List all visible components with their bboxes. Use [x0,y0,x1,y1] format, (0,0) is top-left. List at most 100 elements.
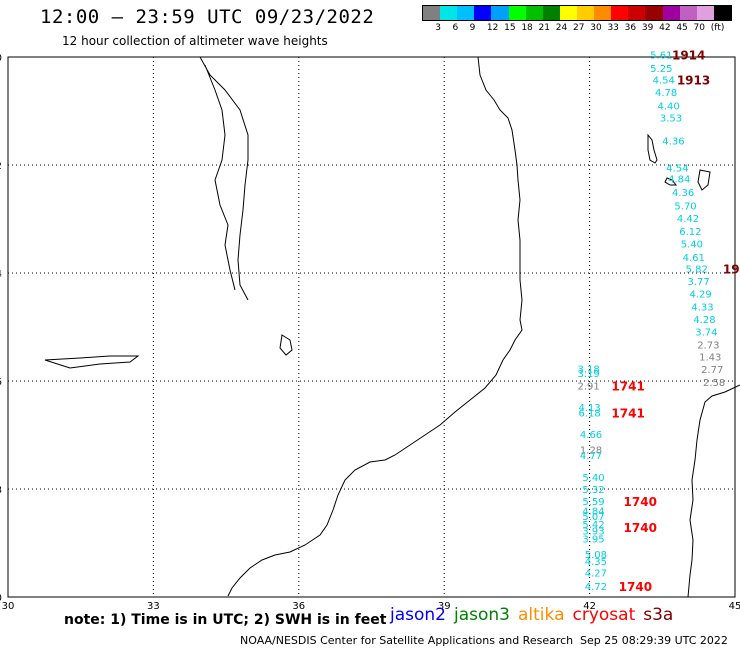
legend-swatch [542,6,560,20]
wave-height-value: 4.77 [580,451,602,462]
longitude-label: 36 [292,601,305,612]
legend-tick-label: 3 [435,23,441,33]
wave-height-value: 4.42 [677,214,699,225]
wave-height-value: 4.33 [691,302,713,313]
legend-color-bar [422,5,732,21]
latitude-label: -18 [0,485,2,496]
lake-chilwa-shore [279,334,293,356]
comoros-island [647,133,658,164]
wave-height-value: 3.77 [688,277,710,288]
wave-height-value: 2.58 [703,378,725,389]
legend-swatch [628,6,646,20]
wave-height-value: 3.95 [582,535,604,546]
legend-swatch [645,6,663,20]
wave-height-value: 2.73 [697,340,719,351]
satellite-label: altika [518,605,565,625]
pass-time-label: 1740 [624,495,657,509]
wave-height-value: 5.08 [585,550,607,561]
wave-height-value: 5.82 [686,265,708,276]
wave-height-value: 2.77 [701,365,723,376]
legend-tick-label: 33 [607,23,619,33]
legend-swatch [594,6,612,20]
legend-tick-label: 18 [521,23,533,33]
wave-height-value: 4.36 [672,188,694,199]
satellite-label: s3a [643,605,674,625]
wave-height-value: 4.28 [693,315,715,326]
wave-height-value: 5.40 [582,473,604,484]
legend-swatch [525,6,543,20]
wave-height-value: 4.72 [585,582,607,593]
legend-tick-label: 24 [555,23,568,33]
lake-malawi-shore [199,56,249,301]
longitude-label: 33 [147,601,160,612]
wave-height-value: 4.84 [668,175,690,186]
map-subtitle: 12 hour collection of altimeter wave hei… [62,34,328,48]
legend-tick-label: 45 [676,23,688,33]
legend-swatch [662,6,680,20]
wave-height-value: 1.28 [580,446,602,457]
pass-time-label: 1913 [677,74,710,88]
generation-timestamp: Sep 25 08:29:39 UTC 2022 [580,634,728,647]
map-grid [7,56,736,598]
legend-swatch [457,6,475,20]
wave-height-value: 3.18 [577,365,599,376]
wave-height-value: 4.29 [689,290,711,301]
legend-swatch [611,6,629,20]
legend-swatch [559,6,577,20]
legend-tick-labels: 3 6 9 12 15 18 21 24 27 30 33 36 39 42 45 70 (ft) [422,21,732,35]
wave-height-value: 5.61 [650,50,672,61]
wave-height-value: 4.61 [683,253,705,264]
legend-tick-label: 36 [624,23,637,33]
legend-tick-label: 21 [538,23,550,33]
pass-time-label: 1740 [624,521,657,535]
wave-observations: 5.615.254.544.784.403.534.364.544.844.36… [577,50,725,593]
legend-swatch [474,6,492,20]
pass-time-label: 1740 [619,580,652,594]
satellite-label: jason3 [454,605,510,625]
longitude-label: 45 [729,601,740,612]
wave-height-value: 3.53 [660,113,682,124]
wave-height-value: 2.91 [577,381,599,392]
wave-height-value: 4.13 [578,403,600,414]
pass-time-labels: 1914 1913 19 1741 1741 1740 1740 1740 [611,48,739,594]
legend-tick-label: 42 [659,23,671,33]
legend-swatch [423,6,441,20]
legend-swatch [491,6,509,20]
pass-time-label: 19 [723,263,740,277]
wave-height-value: 5.59 [582,497,604,508]
wave-height-value: 5.40 [681,239,703,250]
wave-height-value: 4.66 [580,430,602,441]
legend-swatch [440,6,458,20]
wave-height-value: 4.36 [662,137,684,148]
legend-swatch [679,6,697,20]
credit-line: NOAA/NESDIS Center for Satellite Applica… [240,634,574,647]
footer-note: note: 1) Time is in UTC; 2) SWH is in fe… [64,612,387,628]
legend-tick-label: 70 [693,23,705,33]
latitude-label: -10 [0,53,2,64]
legend-tick-label: 9 [469,23,476,33]
latitude-label: -14 [0,269,2,280]
legend-tick-label: 15 [504,23,516,33]
pass-time-label: 1741 [611,406,644,420]
wave-height-value: 3.19 [577,369,599,380]
legend-tick-label: 39 [641,23,654,33]
wave-height-value: 4.54 [666,164,688,175]
wave-height-value: 5.07 [582,512,604,523]
wave-height-value: 6.18 [578,408,600,419]
latitude-labels: -10 -12 -14 -16 -18 -20 [0,53,2,604]
legend-swatch [576,6,595,20]
wave-height-value: 4.54 [653,76,675,87]
latitude-label: -16 [0,377,2,388]
satellite-key: jason2 jason3 altika cryosat s3a [390,605,681,625]
color-legend: 3 6 9 12 15 18 21 24 27 30 33 36 39 42 45 70 (ft) [422,5,732,35]
comoros-island [664,169,711,191]
legend-tick-label: 27 [573,23,585,33]
madagascar-coast [687,384,740,598]
longitude-label: 30 [2,601,15,612]
coastline [44,56,740,598]
legend-swatch [713,6,731,20]
satellite-label: jason2 [390,605,446,625]
pass-time-label: 1741 [611,379,644,393]
lake-bangweulu-shore [44,355,140,369]
